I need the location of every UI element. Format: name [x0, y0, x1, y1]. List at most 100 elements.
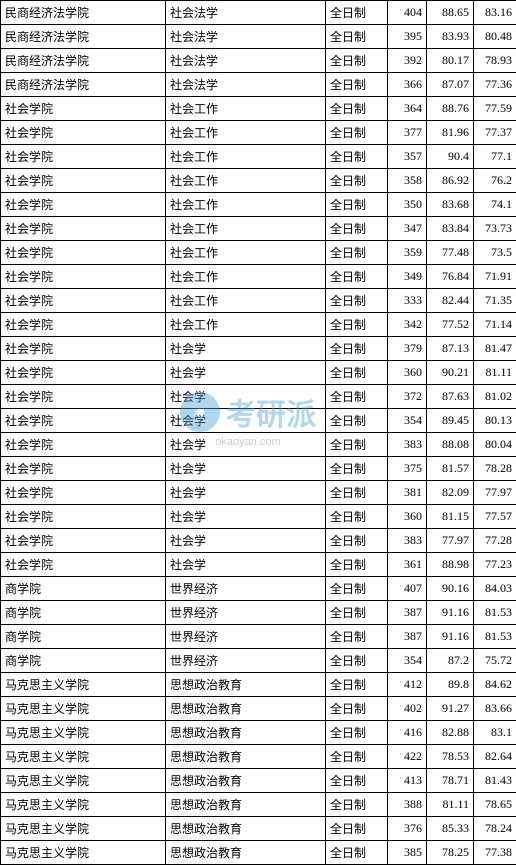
major-cell: 社会学	[166, 481, 326, 505]
value1-cell: 81.15	[427, 505, 474, 529]
college-cell: 社会学院	[1, 529, 166, 553]
type-cell: 全日制	[326, 481, 388, 505]
table-row: 商学院世界经济全日制38791.1681.53	[1, 601, 516, 625]
value2-cell: 83.16	[474, 1, 516, 25]
type-cell: 全日制	[326, 217, 388, 241]
value2-cell: 77.37	[474, 121, 516, 145]
table-row: 社会学院社会工作全日制37781.9677.37	[1, 121, 516, 145]
value2-cell: 82.64	[474, 745, 516, 769]
score-cell: 416	[388, 721, 427, 745]
type-cell: 全日制	[326, 793, 388, 817]
major-cell: 社会法学	[166, 25, 326, 49]
score-cell: 359	[388, 241, 427, 265]
college-cell: 社会学院	[1, 169, 166, 193]
college-cell: 社会学院	[1, 217, 166, 241]
value1-cell: 90.4	[427, 145, 474, 169]
type-cell: 全日制	[326, 601, 388, 625]
college-cell: 社会学院	[1, 97, 166, 121]
score-cell: 413	[388, 769, 427, 793]
value1-cell: 88.76	[427, 97, 474, 121]
table-row: 马克思主义学院思想政治教育全日制38578.2577.38	[1, 841, 516, 865]
value1-cell: 87.63	[427, 385, 474, 409]
major-cell: 社会工作	[166, 265, 326, 289]
major-cell: 思想政治教育	[166, 721, 326, 745]
college-cell: 马克思主义学院	[1, 697, 166, 721]
value1-cell: 89.8	[427, 673, 474, 697]
table-row: 社会学院社会工作全日制34783.8473.73	[1, 217, 516, 241]
type-cell: 全日制	[326, 241, 388, 265]
table-row: 社会学院社会学全日制36188.9877.23	[1, 553, 516, 577]
college-cell: 社会学院	[1, 313, 166, 337]
score-cell: 383	[388, 529, 427, 553]
value1-cell: 85.33	[427, 817, 474, 841]
type-cell: 全日制	[326, 409, 388, 433]
score-cell: 404	[388, 1, 427, 25]
value1-cell: 83.68	[427, 193, 474, 217]
value2-cell: 78.24	[474, 817, 516, 841]
score-cell: 379	[388, 337, 427, 361]
table-row: 社会学院社会学全日制37581.5778.28	[1, 457, 516, 481]
major-cell: 世界经济	[166, 577, 326, 601]
value1-cell: 80.17	[427, 49, 474, 73]
table-row: 社会学院社会学全日制38182.0977.97	[1, 481, 516, 505]
college-cell: 社会学院	[1, 193, 166, 217]
value2-cell: 71.35	[474, 289, 516, 313]
type-cell: 全日制	[326, 265, 388, 289]
major-cell: 社会工作	[166, 169, 326, 193]
type-cell: 全日制	[326, 97, 388, 121]
value2-cell: 80.13	[474, 409, 516, 433]
college-cell: 民商经济法学院	[1, 49, 166, 73]
value1-cell: 88.98	[427, 553, 474, 577]
score-cell: 387	[388, 625, 427, 649]
value2-cell: 80.48	[474, 25, 516, 49]
major-cell: 社会学	[166, 505, 326, 529]
score-cell: 354	[388, 649, 427, 673]
college-cell: 商学院	[1, 625, 166, 649]
college-cell: 社会学院	[1, 145, 166, 169]
college-cell: 社会学院	[1, 121, 166, 145]
type-cell: 全日制	[326, 1, 388, 25]
value2-cell: 84.03	[474, 577, 516, 601]
major-cell: 社会工作	[166, 121, 326, 145]
table-row: 民商经济法学院社会法学全日制39583.9380.48	[1, 25, 516, 49]
college-cell: 社会学院	[1, 457, 166, 481]
college-cell: 马克思主义学院	[1, 745, 166, 769]
table-row: 社会学院社会学全日制38377.9777.28	[1, 529, 516, 553]
type-cell: 全日制	[326, 505, 388, 529]
value1-cell: 77.97	[427, 529, 474, 553]
college-cell: 社会学院	[1, 241, 166, 265]
score-cell: 347	[388, 217, 427, 241]
value1-cell: 78.71	[427, 769, 474, 793]
score-cell: 372	[388, 385, 427, 409]
college-cell: 民商经济法学院	[1, 73, 166, 97]
table-row: 民商经济法学院社会法学全日制36687.0777.36	[1, 73, 516, 97]
value1-cell: 91.16	[427, 601, 474, 625]
value2-cell: 78.93	[474, 49, 516, 73]
college-cell: 社会学院	[1, 409, 166, 433]
major-cell: 世界经济	[166, 625, 326, 649]
value1-cell: 82.88	[427, 721, 474, 745]
score-cell: 388	[388, 793, 427, 817]
score-cell: 381	[388, 481, 427, 505]
table-row: 马克思主义学院思想政治教育全日制38881.1178.65	[1, 793, 516, 817]
college-cell: 社会学院	[1, 505, 166, 529]
major-cell: 思想政治教育	[166, 817, 326, 841]
score-cell: 412	[388, 673, 427, 697]
score-cell: 357	[388, 145, 427, 169]
value2-cell: 81.53	[474, 625, 516, 649]
table-row: 民商经济法学院社会法学全日制39280.1778.93	[1, 49, 516, 73]
value2-cell: 77.1	[474, 145, 516, 169]
type-cell: 全日制	[326, 25, 388, 49]
table-row: 社会学院社会工作全日制34277.5271.14	[1, 313, 516, 337]
college-cell: 马克思主义学院	[1, 817, 166, 841]
major-cell: 社会工作	[166, 313, 326, 337]
value2-cell: 83.66	[474, 697, 516, 721]
score-cell: 358	[388, 169, 427, 193]
type-cell: 全日制	[326, 433, 388, 457]
table-row: 商学院世界经济全日制35487.275.72	[1, 649, 516, 673]
major-cell: 社会工作	[166, 289, 326, 313]
major-cell: 世界经济	[166, 601, 326, 625]
value1-cell: 78.25	[427, 841, 474, 865]
type-cell: 全日制	[326, 673, 388, 697]
college-cell: 商学院	[1, 649, 166, 673]
